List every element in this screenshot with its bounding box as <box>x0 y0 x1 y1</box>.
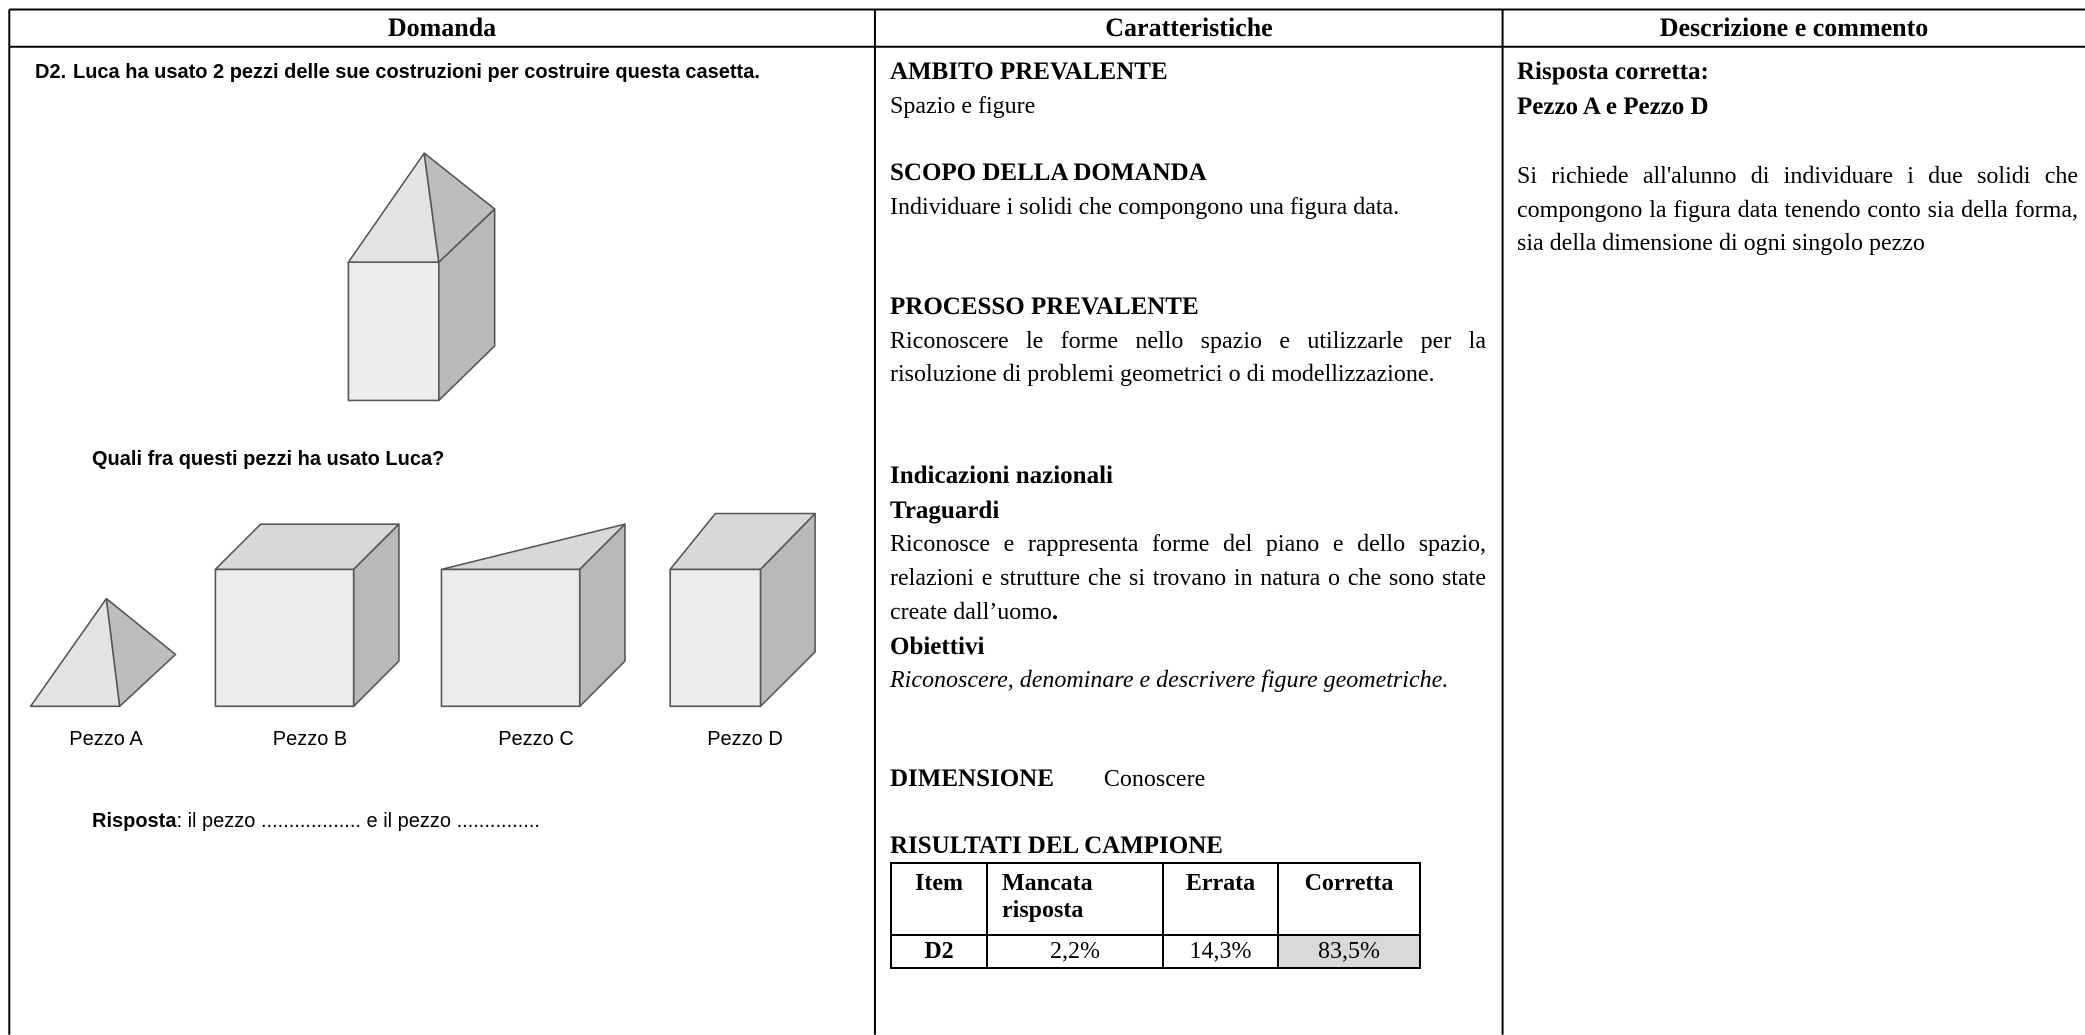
section-text: Riconoscere le forme nello spazio e util… <box>890 327 1486 388</box>
piece-label: Pezzo B <box>272 728 348 750</box>
column-header: Descrizione e commento <box>1659 13 1929 42</box>
processo: PROCESSO PREVALENTE Riconoscere le forme … <box>890 290 1486 392</box>
table-cell: 14,3% <box>1162 934 1279 969</box>
table-cell: 2,2% <box>986 934 1164 969</box>
column-header: Domanda <box>387 13 497 42</box>
correct-value: Pezzo A e Pezzo D <box>1517 92 1709 120</box>
indicazioni: Indicazioni nazionali Traguardi Riconosce … <box>890 459 1486 698</box>
piece-label: Pezzo C <box>498 728 574 750</box>
scopo: SCOPO DELLA DOMANDA Individuare i solidi … <box>890 156 1486 224</box>
section-text: Riconoscere, denominare e descrivere fig… <box>890 667 1449 693</box>
section-title: Indicazioni nazionali <box>890 462 1113 489</box>
section-title: AMBITO PREVALENTE <box>890 58 1168 85</box>
section-title: RISULTATI DEL CAMPIONE <box>890 832 1223 859</box>
comment: Si richiede all'alunno di individuare i … <box>1517 163 2078 256</box>
column-header: Caratteristiche <box>1105 13 1273 42</box>
correct-title: Risposta corretta: <box>1517 58 1709 85</box>
table-cell: 83,5% <box>1277 934 1421 969</box>
question-number: D2. <box>35 61 67 83</box>
section-text: Conoscere <box>1103 766 1206 792</box>
section-subtitle: Obiettivi <box>890 632 985 660</box>
risultati: RISULTATI DEL CAMPIONE <box>890 829 1486 864</box>
section-title: SCOPO DELLA DOMANDA <box>890 159 1207 186</box>
section-subtitle: Traguardi <box>890 496 1000 524</box>
correct-answer: Risposta corretta: Pezzo A e Pezzo D <box>1517 55 2078 124</box>
question-prompt: Quali fra questi pezzi ha usato Luca? <box>92 448 445 470</box>
table-header: Errata <box>1162 862 1279 936</box>
section-title: PROCESSO PREVALENTE <box>890 293 1199 320</box>
table-header: Corretta <box>1277 862 1421 936</box>
table-header: Mancata risposta <box>986 862 1164 936</box>
piece-label: Pezzo D <box>707 728 783 750</box>
section-text: Spazio e figure <box>890 92 1036 119</box>
table-cell: D2 <box>890 934 988 969</box>
dimensione: DIMENSIONE Conoscere <box>890 762 1486 797</box>
section-title: DIMENSIONE <box>890 765 1054 792</box>
ambito: AMBITO PREVALENTE Spazio e figure <box>890 55 1486 123</box>
answer-label: Risposta <box>92 810 177 832</box>
answer-text: : il pezzo .................. e il pezzo… <box>176 810 540 832</box>
section-text: Riconosce e rappresenta forme del piano … <box>890 531 1486 625</box>
piece-label: Pezzo A <box>69 728 143 750</box>
section-text-end: . <box>1051 598 1059 625</box>
section-text: Individuare i solidi che compongono una … <box>890 193 1400 220</box>
table-header: Item <box>890 862 988 936</box>
results-table: Item Mancata risposta Errata Corretta D2… <box>890 862 1421 969</box>
question-text: Luca ha usato 2 pezzi delle sue costruzi… <box>73 61 760 83</box>
answer-line: Risposta: il pezzo .................. e … <box>92 810 540 833</box>
